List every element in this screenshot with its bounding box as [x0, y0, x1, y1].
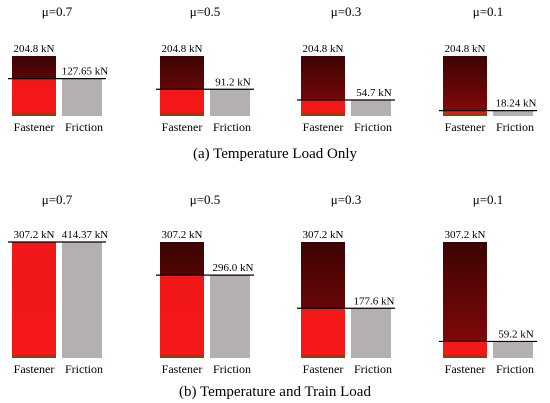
category-label-fastener: Fastener: [445, 362, 486, 376]
fastener-bar-mobilized: [12, 78, 56, 116]
friction-value-label: 414.37 kN: [62, 229, 109, 241]
fastener-bar-base: [301, 113, 345, 116]
panel-a-2: μ=0.5 204.8 kN 91.2 kN Fastener Friction: [156, 4, 254, 134]
mu-label: μ=0.5: [190, 192, 221, 207]
mu-label: μ=0.1: [473, 4, 504, 19]
category-label-fastener: Fastener: [445, 120, 486, 134]
mu-label: μ=0.3: [331, 192, 362, 207]
friction-bar: [493, 341, 533, 358]
fastener-bar-mobilized: [160, 89, 204, 116]
panel-b-3: μ=0.3 307.2 kN 177.6 kN Fastener Friction: [297, 192, 395, 376]
fastener-value-label: 204.8 kN: [445, 43, 486, 55]
category-label-fastener: Fastener: [162, 120, 203, 134]
category-label-friction: Friction: [65, 120, 103, 134]
fastener-value-label: 204.8 kN: [162, 43, 203, 55]
panel-a-3: μ=0.3 204.8 kN 54.7 kN Fastener Friction: [297, 4, 395, 134]
friction-value-label: 177.6 kN: [354, 295, 395, 307]
fastener-bar-base: [443, 113, 487, 116]
fastener-bar-base: [443, 355, 487, 358]
friction-bar: [351, 99, 391, 116]
fastener-bar-mobilized: [160, 275, 204, 358]
fastener-value-label: 204.8 kN: [303, 43, 344, 55]
panel-b-1: μ=0.7 307.2 kN 414.37 kN Fastener Friction: [8, 192, 108, 376]
mu-label: μ=0.1: [473, 192, 504, 207]
panel-b-4: μ=0.1 307.2 kN 59.2 kN Fastener Friction: [439, 192, 537, 376]
caption-a: (a) Temperature Load Only: [193, 146, 358, 162]
friction-bar: [210, 275, 250, 358]
caption-b: (b) Temperature and Train Load: [179, 384, 371, 400]
mu-label: μ=0.7: [42, 4, 73, 19]
friction-value-label: 127.65 kN: [62, 66, 109, 78]
panel-a-1: μ=0.7 204.8 kN 127.65 kN Fastener Friction: [8, 4, 108, 134]
friction-bar: [62, 242, 102, 358]
fastener-value-label: 307.2 kN: [445, 229, 486, 241]
category-label-fastener: Fastener: [162, 362, 203, 376]
fastener-bar-base: [160, 113, 204, 116]
category-label-fastener: Fastener: [303, 120, 344, 134]
friction-value-label: 91.2 kN: [215, 76, 251, 88]
friction-bar: [210, 89, 250, 116]
fastener-bar-mobilized: [12, 242, 56, 358]
fastener-value-label: 307.2 kN: [162, 229, 203, 241]
fastener-bar-base: [12, 113, 56, 116]
mu-label: μ=0.7: [42, 192, 73, 207]
category-label-friction: Friction: [354, 120, 392, 134]
category-label-friction: Friction: [213, 120, 251, 134]
mu-label: μ=0.5: [190, 4, 221, 19]
fastener-bar-base: [12, 355, 56, 358]
category-label-friction: Friction: [213, 362, 251, 376]
category-label-friction: Friction: [496, 362, 534, 376]
fastener-bar: [443, 56, 487, 116]
panel-b-2: μ=0.5 307.2 kN 296.0 kN Fastener Friction: [156, 192, 254, 376]
friction-value-label: 54.7 kN: [356, 87, 392, 99]
category-label-friction: Friction: [496, 120, 534, 134]
mu-label: μ=0.3: [331, 4, 362, 19]
friction-bar: [351, 308, 391, 358]
friction-value-label: 59.2 kN: [498, 328, 534, 340]
fastener-bar-mobilized: [301, 99, 345, 116]
fastener-value-label: 204.8 kN: [14, 43, 55, 55]
fastener-value-label: 307.2 kN: [14, 229, 55, 241]
fastener-bar: [443, 242, 487, 358]
fastener-value-label: 307.2 kN: [303, 229, 344, 241]
category-label-friction: Friction: [65, 362, 103, 376]
fastener-bar-base: [301, 355, 345, 358]
category-label-fastener: Fastener: [14, 362, 55, 376]
friction-value-label: 296.0 kN: [213, 262, 254, 274]
panel-a-4: μ=0.1 204.8 kN 18.24 kN Fastener Friction: [439, 4, 537, 134]
fastener-bar-mobilized: [301, 308, 345, 358]
friction-bar: [493, 110, 533, 116]
category-label-friction: Friction: [354, 362, 392, 376]
category-label-fastener: Fastener: [14, 120, 55, 134]
fastener-bar-mobilized: [443, 341, 487, 358]
friction-value-label: 18.24 kN: [496, 98, 537, 110]
fastener-bar-base: [160, 355, 204, 358]
friction-bar: [62, 78, 102, 116]
category-label-fastener: Fastener: [303, 362, 344, 376]
